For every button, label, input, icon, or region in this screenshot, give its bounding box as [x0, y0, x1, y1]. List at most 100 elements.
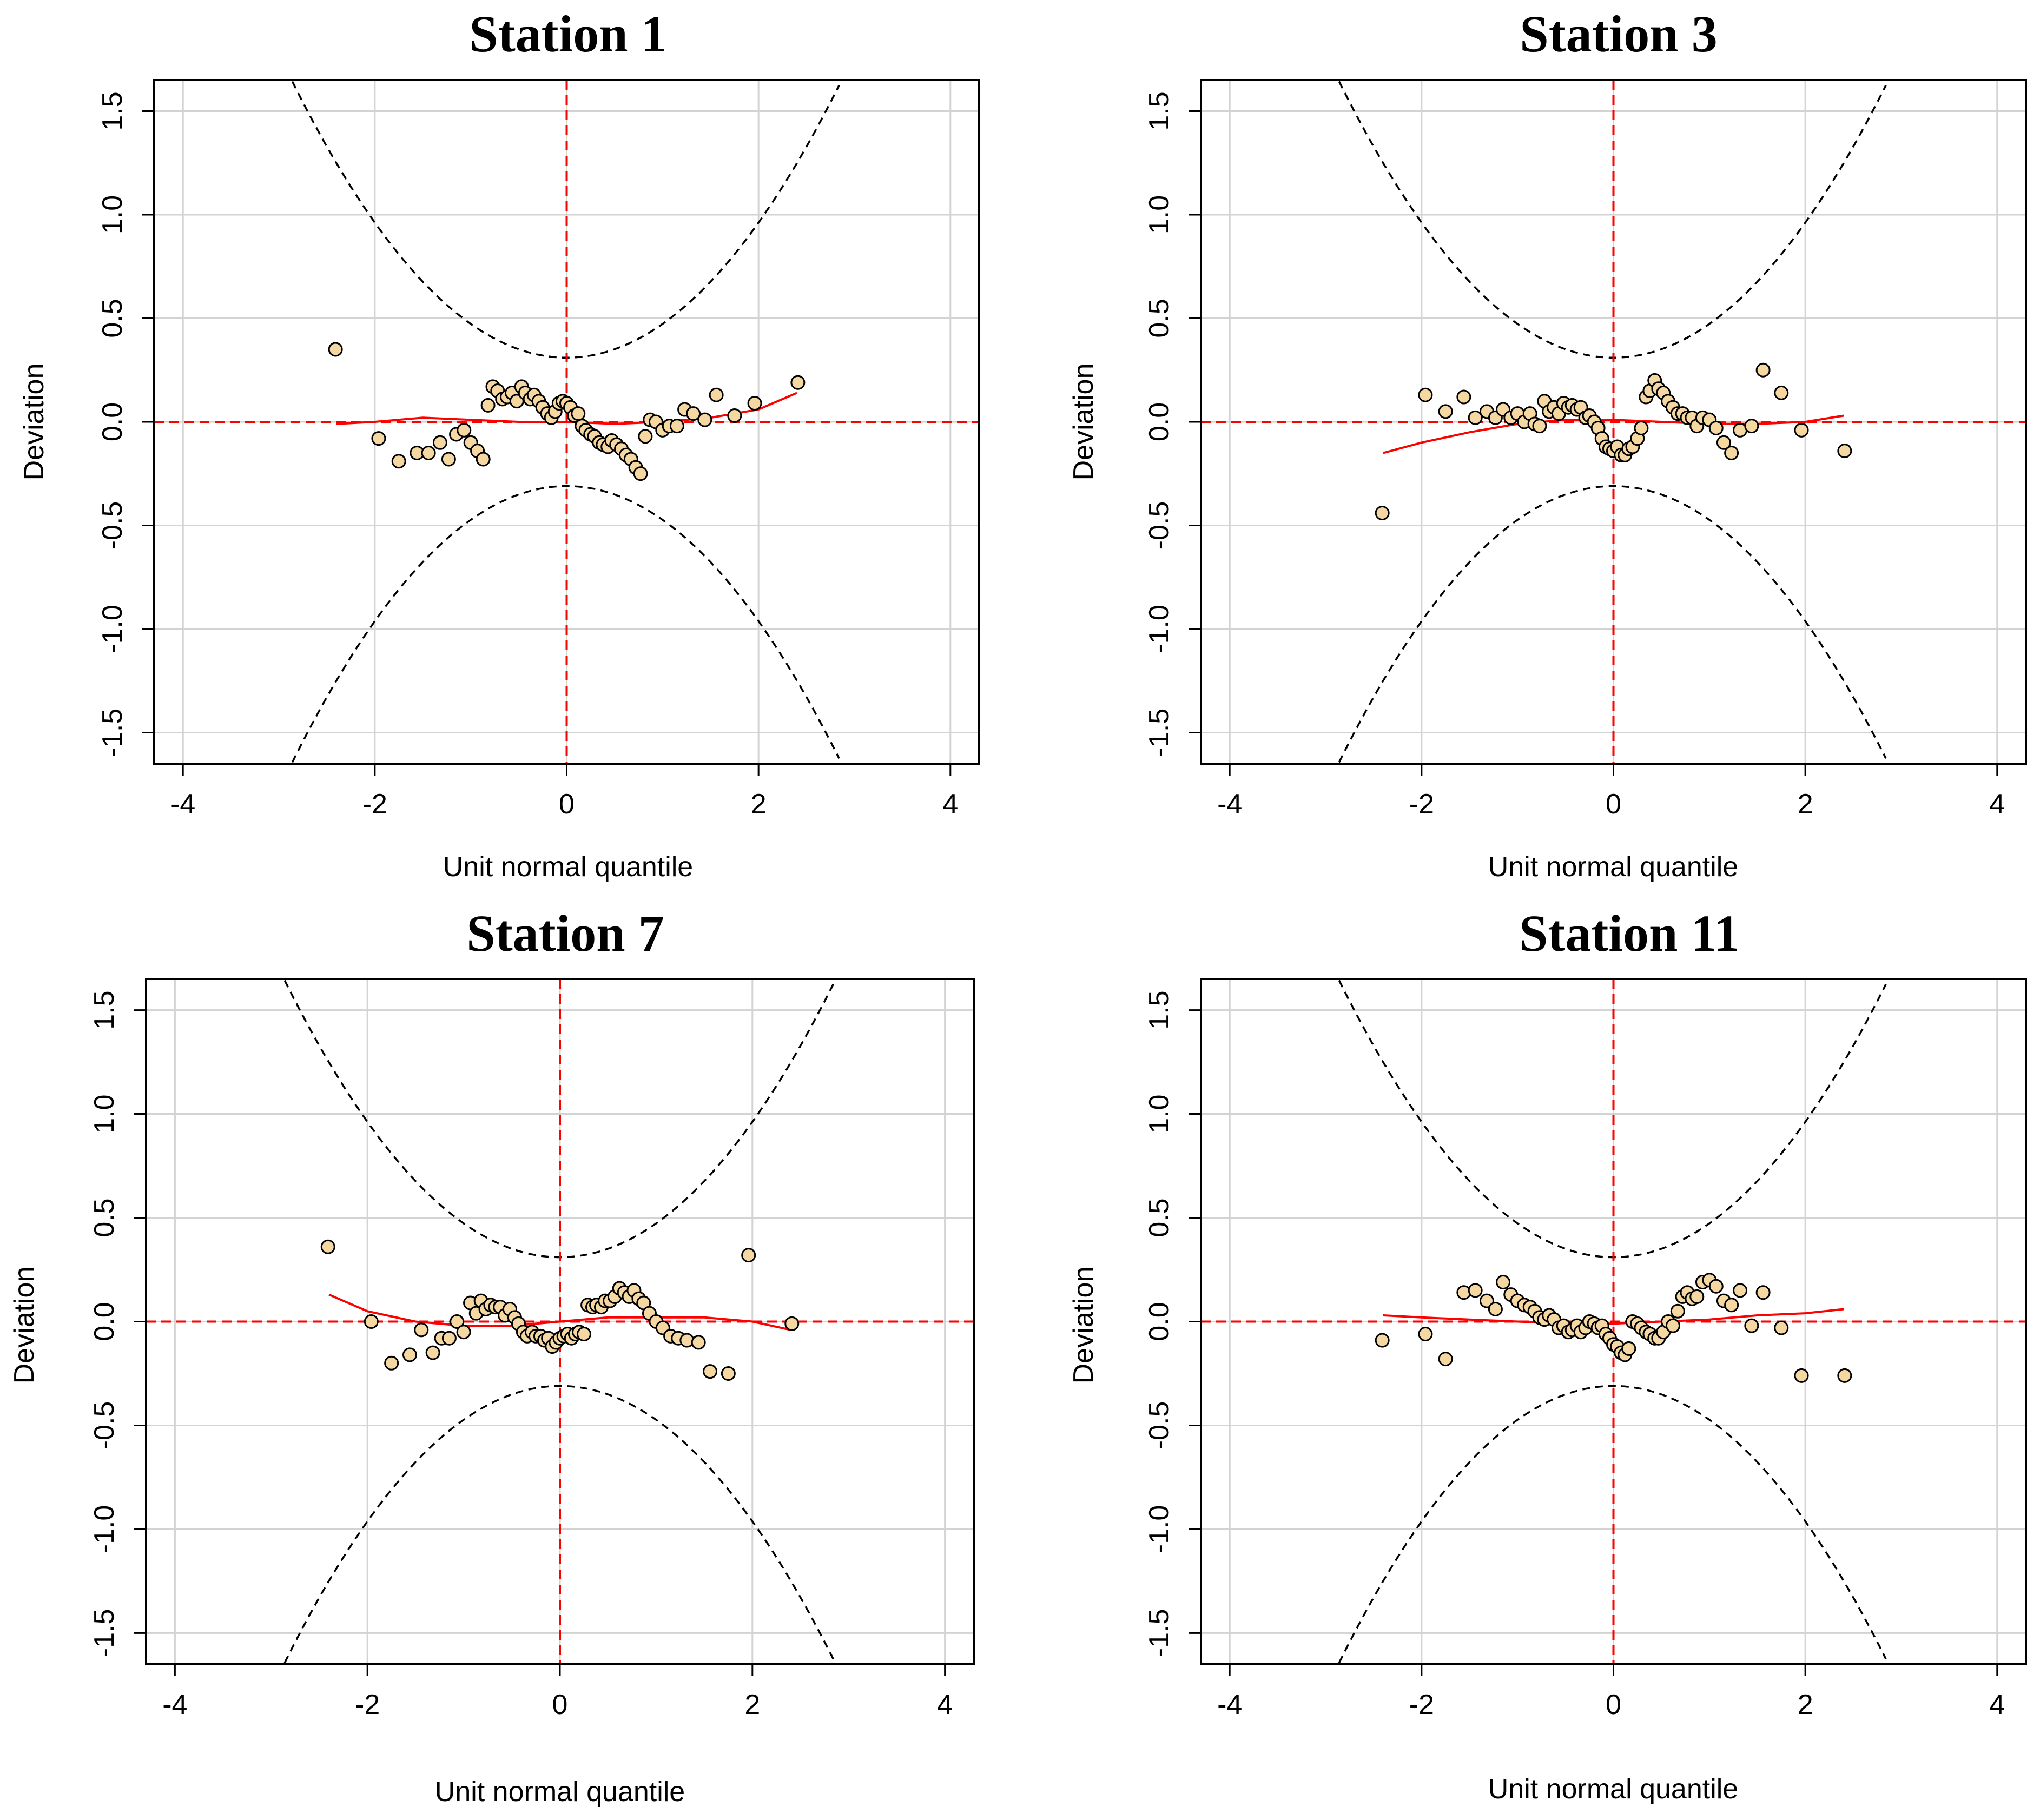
y-tick-label: 0.5: [89, 1198, 120, 1237]
data-point: [679, 1333, 695, 1348]
data-point: [1468, 410, 1483, 425]
data-point: [576, 1327, 591, 1342]
data-point: [421, 445, 436, 460]
data-point: [633, 466, 648, 481]
y-tick-label: 1.5: [1144, 91, 1175, 130]
x-tick-label: 0: [552, 1689, 568, 1720]
x-tick-label: -2: [1409, 1689, 1434, 1720]
y-tick-label: -1.5: [1144, 1609, 1175, 1658]
data-point: [747, 396, 762, 411]
data-point: [1479, 1293, 1494, 1308]
x-tick-label: 2: [751, 789, 767, 820]
plot-area: -4 -2 0 2 4 -1.5 -1.0 -0.5 0.0 0.5 1.0 1.5: [97, 79, 980, 820]
data-point: [1456, 389, 1471, 405]
x-tick-label: -4: [1217, 789, 1242, 820]
panel-station-11: -4 -2 0 2 4 -1.5 -1.0 -0.5 0.0 0.5 1.0 1.5 Station …: [1047, 904, 2040, 1817]
data-point: [384, 1355, 399, 1371]
x-tick-label: -2: [1409, 789, 1434, 820]
data-point: [1468, 1283, 1483, 1298]
data-point: [1724, 445, 1739, 460]
data-point: [371, 431, 386, 446]
plot-station-3: -4 -2 0 2 4 -1.5 -1.0 -0.5 0.0 0.5 1.0 1.5 Station …: [1068, 5, 2027, 883]
y-tick-label: 0.0: [89, 1302, 120, 1341]
data-point: [691, 1335, 706, 1350]
plot-station-11: -4 -2 0 2 4 -1.5 -1.0 -0.5 0.0 0.5 1.0 1.5 Station …: [1068, 904, 2027, 1805]
data-point: [1716, 435, 1731, 450]
lower-confidence-band: [283, 1385, 834, 1664]
data-point: [1708, 420, 1724, 435]
lower-confidence-band: [291, 485, 840, 763]
data-point: [425, 1345, 440, 1360]
smooth-curve: [336, 392, 797, 425]
y-tick-label: 1.0: [89, 1094, 120, 1133]
data-point: [1837, 444, 1852, 459]
data-point: [571, 406, 586, 421]
x-axis-label: Unit normal quantile: [435, 1776, 685, 1808]
y-axis-label: Deviation: [1068, 1267, 1099, 1384]
x-tick-label: 4: [942, 789, 958, 820]
y-axis-label: Deviation: [18, 363, 50, 481]
lower-confidence-band: [1338, 1385, 1887, 1664]
y-tick-label: 1.0: [97, 195, 128, 234]
x-tick-label: -4: [1217, 1689, 1242, 1720]
x-axis-label: Unit normal quantile: [1488, 851, 1738, 883]
x-tick-label: 4: [1989, 789, 2005, 820]
data-point: [1794, 1368, 1809, 1383]
data-point: [709, 387, 724, 402]
x-tick-label: 0: [1606, 1689, 1621, 1720]
data-point: [741, 1248, 756, 1263]
data-point: [727, 408, 742, 423]
data-point: [638, 429, 653, 444]
chart-title: Station 1: [469, 5, 666, 63]
y-tick-label: 1.5: [97, 91, 128, 130]
y-tick-label: 1.5: [89, 990, 120, 1029]
lower-confidence-band: [1338, 485, 1887, 763]
data-point: [1755, 362, 1771, 378]
y-tick-label: 1.0: [1144, 1094, 1175, 1133]
smooth-curve: [328, 1293, 791, 1331]
y-axis-label: Deviation: [1068, 363, 1099, 481]
data-point: [1665, 1318, 1680, 1333]
data-point: [414, 1322, 429, 1338]
y-axis-label: Deviation: [9, 1267, 40, 1384]
x-tick-label: 2: [1798, 1689, 1813, 1720]
y-tick-label: -0.5: [89, 1401, 120, 1450]
x-tick-label: -2: [362, 789, 387, 820]
plot-station-7: -4 -2 0 2 4 -1.5 -1.0 -0.5 0.0 0.5 1.0 1.5 Station …: [9, 904, 975, 1808]
data-point: [450, 1314, 465, 1329]
plot-station-1: -4 -2 0 2 4 -1.5 -1.0 -0.5 0.0 0.5 1.0 1.5 Station …: [18, 5, 980, 883]
data-point: [391, 454, 406, 469]
y-tick-label: -0.5: [1144, 501, 1175, 550]
data-point: [441, 452, 456, 467]
data-point: [1438, 404, 1453, 419]
smooth-curve: [1383, 1308, 1844, 1325]
x-tick-label: 4: [937, 1689, 953, 1720]
y-tick-label: -0.5: [97, 501, 128, 550]
panel-station-7: -4 -2 0 2 4 -1.5 -1.0 -0.5 0.0 0.5 1.0 1.5 Station …: [0, 904, 1020, 1817]
x-tick-label: -2: [355, 1689, 380, 1720]
panel-station-1: -4 -2 0 2 4 -1.5 -1.0 -0.5 0.0 0.5 1.0 1.5 Station …: [0, 0, 1020, 909]
x-tick-label: 4: [1989, 1689, 2005, 1720]
y-tick-label: 1.0: [1144, 195, 1175, 234]
data-point: [686, 406, 701, 421]
data-point: [1755, 1285, 1771, 1300]
y-tick-label: -1.0: [1144, 605, 1175, 653]
y-tick-label: 0.0: [1144, 1302, 1175, 1341]
y-tick-label: 0.0: [1144, 402, 1175, 441]
data-point: [1837, 1368, 1852, 1383]
x-axis-label: Unit normal quantile: [1488, 1773, 1738, 1805]
data-point: [1621, 1341, 1636, 1356]
data-point: [456, 1325, 471, 1340]
data-point: [1774, 1320, 1789, 1335]
y-tick-label: -1.0: [97, 605, 128, 653]
data-point: [1774, 385, 1789, 400]
data-point: [1532, 419, 1547, 434]
y-tick-label: 0.5: [97, 299, 128, 337]
y-tick-label: -1.5: [89, 1609, 120, 1658]
y-tick-label: -1.5: [1144, 709, 1175, 757]
data-point: [1496, 1275, 1511, 1290]
x-tick-label: 0: [559, 789, 575, 820]
smooth-curve: [1383, 414, 1844, 454]
data-point: [480, 398, 496, 413]
data-point: [320, 1239, 335, 1254]
